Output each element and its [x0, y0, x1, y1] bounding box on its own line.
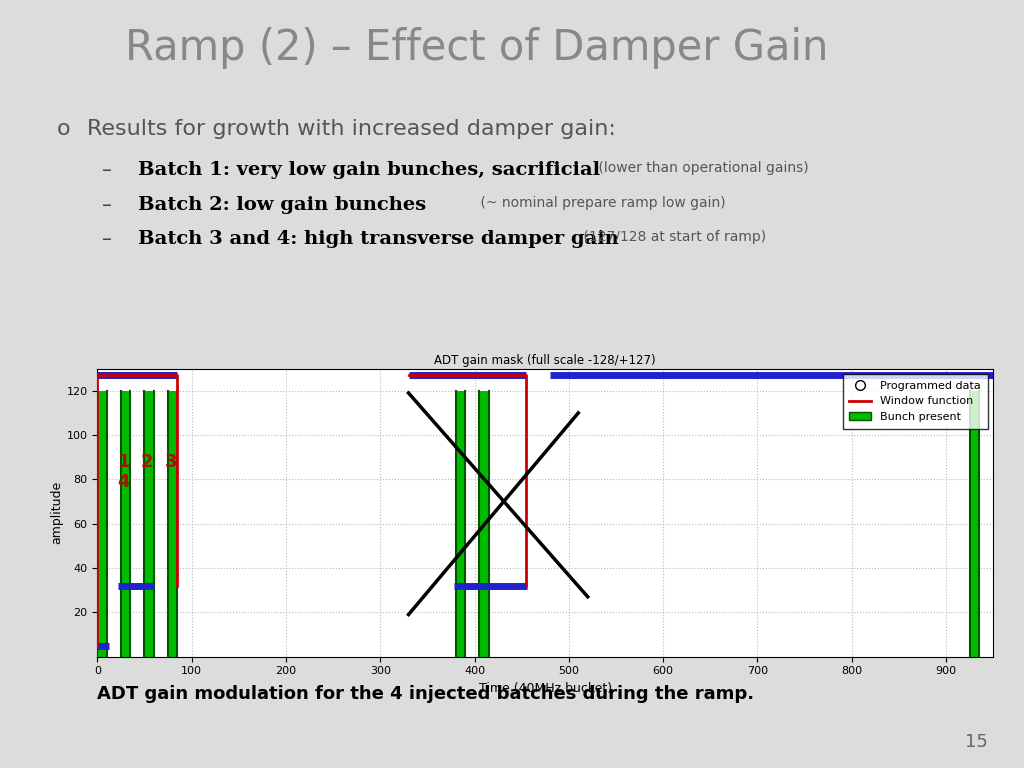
- Text: 15: 15: [966, 733, 988, 751]
- Text: Batch 3 and 4: high transverse damper gain: Batch 3 and 4: high transverse damper ga…: [138, 230, 620, 248]
- Text: 1: 1: [118, 452, 130, 471]
- Text: (127/128 at start of ramp): (127/128 at start of ramp): [579, 230, 766, 244]
- Legend: Programmed data, Window function, Bunch present: Programmed data, Window function, Bunch …: [843, 374, 988, 429]
- Text: –: –: [102, 196, 113, 215]
- Text: –: –: [102, 161, 113, 180]
- X-axis label: Time (40MHz bucket): Time (40MHz bucket): [478, 682, 612, 695]
- Text: 2: 2: [141, 452, 154, 471]
- Text: o: o: [56, 119, 70, 139]
- Text: (lower than operational gains): (lower than operational gains): [594, 161, 809, 175]
- Text: 3: 3: [165, 452, 177, 471]
- Text: 4: 4: [118, 472, 130, 491]
- Text: –: –: [102, 230, 113, 250]
- Text: Batch 2: low gain bunches: Batch 2: low gain bunches: [138, 196, 426, 214]
- Text: (~ nominal prepare ramp low gain): (~ nominal prepare ramp low gain): [476, 196, 726, 210]
- Text: Batch 1: very low gain bunches, sacrificial: Batch 1: very low gain bunches, sacrific…: [138, 161, 600, 179]
- Text: ADT gain modulation for the 4 injected batches during the ramp.: ADT gain modulation for the 4 injected b…: [97, 685, 755, 703]
- Y-axis label: amplitude: amplitude: [50, 481, 63, 545]
- Title: ADT gain mask (full scale -128/+127): ADT gain mask (full scale -128/+127): [434, 355, 656, 367]
- Text: Results for growth with increased damper gain:: Results for growth with increased damper…: [87, 119, 615, 139]
- Text: Ramp (2) – Effect of Damper Gain: Ramp (2) – Effect of Damper Gain: [126, 27, 828, 69]
